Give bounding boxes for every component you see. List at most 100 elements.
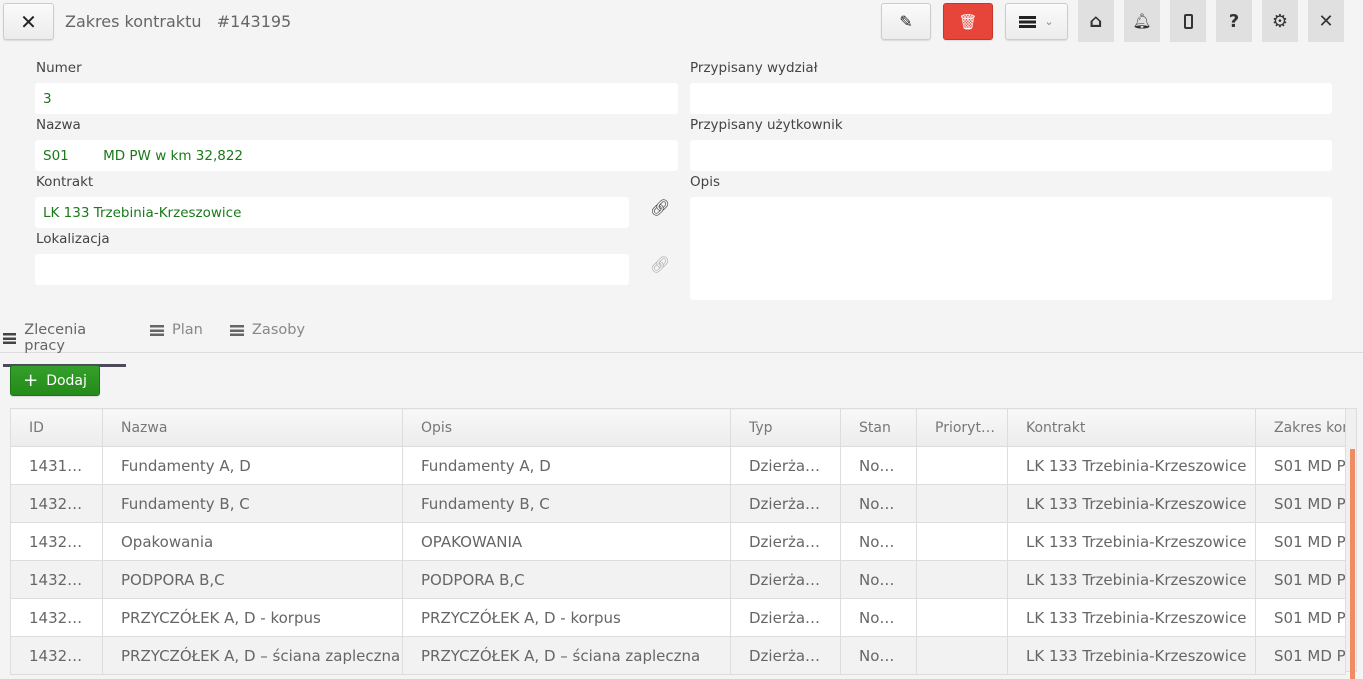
table-header-row: ID Nazwa Opis Typ Stan Prioryt… Kontrakt…	[10, 408, 1346, 447]
table-row[interactable]: 1432… Fundamenty B, C Fundamenty B, C Dzier…	[10, 484, 1346, 523]
lokalizacja-link-icon[interactable]: 🔗︎	[650, 255, 671, 274]
kontrakt-link-icon[interactable]: 🔗︎	[650, 198, 671, 217]
cell-priorytet	[916, 446, 1008, 485]
cell-opis: PRZYCZÓŁEK A, D - korpus	[402, 598, 731, 637]
notifications-button[interactable]: 🔔︎	[1124, 0, 1160, 42]
cell-id: 1432…	[10, 560, 103, 599]
cell-zakres: S01 MD P	[1255, 560, 1346, 599]
list-icon	[3, 332, 17, 344]
cell-priorytet	[916, 484, 1008, 523]
cell-zakres: S01 MD P	[1255, 598, 1346, 637]
cell-stan: No…	[840, 484, 917, 523]
cell-opis: OPAKOWANIA	[402, 522, 731, 561]
settings-button[interactable]: ⚙	[1262, 0, 1298, 42]
cell-nazwa: PRZYCZÓŁEK A, D – ściana zapleczna	[102, 636, 403, 675]
plus-icon: +	[23, 370, 39, 391]
cell-priorytet	[916, 598, 1008, 637]
cell-typ: Dzierża…	[730, 560, 841, 599]
mobile-button[interactable]	[1170, 0, 1206, 42]
column-header-kontrakt[interactable]: Kontrakt	[1007, 408, 1256, 447]
nazwa-label: Nazwa	[36, 117, 81, 133]
lokalizacja-field[interactable]	[35, 254, 629, 285]
nazwa-field[interactable]: S01 MD PW w km 32,822	[35, 140, 678, 171]
cell-stan: No…	[840, 598, 917, 637]
record-id: #143195	[216, 12, 292, 31]
opis-label: Opis	[690, 174, 720, 190]
column-header-nazwa[interactable]: Nazwa	[102, 408, 403, 447]
tab-zlecenia-pracy[interactable]: Zlecenia pracy	[3, 322, 126, 367]
close-icon: ✕	[20, 9, 37, 34]
cell-typ: Dzierża…	[730, 522, 841, 561]
table-row[interactable]: 1432… PODPORA B,C PODPORA B,C Dzierża… No… LK…	[10, 560, 1346, 599]
edit-button[interactable]: ✎	[881, 3, 931, 40]
cell-stan: No…	[840, 446, 917, 485]
cell-typ: Dzierża…	[730, 598, 841, 637]
cell-typ: Dzierża…	[730, 484, 841, 523]
numer-field[interactable]: 3	[35, 83, 678, 114]
column-header-id[interactable]: ID	[10, 408, 103, 447]
column-header-opis[interactable]: Opis	[402, 408, 731, 447]
lokalizacja-label: Lokalizacja	[36, 231, 110, 247]
cell-stan: No…	[840, 636, 917, 675]
cell-typ: Dzierża…	[730, 446, 841, 485]
kontrakt-field[interactable]: LK 133 Trzebinia-Krzeszowice	[35, 197, 629, 228]
cell-kontrakt: LK 133 Trzebinia-Krzeszowice	[1007, 598, 1256, 637]
home-button[interactable]: ⌂	[1078, 0, 1114, 42]
cell-priorytet	[916, 522, 1008, 561]
mobile-icon	[1183, 13, 1193, 29]
cell-opis: Fundamenty B, C	[402, 484, 731, 523]
cell-opis: PRZYCZÓŁEK A, D – ściana zapleczna	[402, 636, 731, 675]
column-header-stan[interactable]: Stan	[840, 408, 917, 447]
chevron-down-icon: ⌄	[1044, 15, 1054, 28]
kontrakt-label: Kontrakt	[36, 174, 94, 190]
close-button[interactable]: ✕	[1308, 0, 1344, 42]
cell-zakres: S01 MD P	[1255, 484, 1346, 523]
delete-button[interactable]: 🗑	[943, 3, 993, 40]
hamburger-icon	[1019, 15, 1037, 28]
add-button[interactable]: + Dodaj	[10, 365, 100, 396]
opis-field[interactable]	[690, 197, 1332, 300]
column-header-priorytet[interactable]: Prioryt…	[916, 408, 1008, 447]
cell-zakres: S01 MD P	[1255, 636, 1346, 675]
cell-zakres: S01 MD P	[1255, 446, 1346, 485]
cell-nazwa: Fundamenty B, C	[102, 484, 403, 523]
cell-typ: Dzierża…	[730, 636, 841, 675]
table-row[interactable]: 1432… PRZYCZÓŁEK A, D – ściana zapleczna P…	[10, 636, 1346, 675]
page-title: Zakres kontraktu #143195	[65, 12, 292, 31]
table-row[interactable]: 1432… PRZYCZÓŁEK A, D - korpus PRZYCZÓŁEK …	[10, 598, 1346, 637]
numer-label: Numer	[36, 60, 82, 76]
cell-stan: No…	[840, 522, 917, 561]
close-form-button[interactable]: ✕	[3, 3, 54, 40]
work-orders-table: ID Nazwa Opis Typ Stan Prioryt… Kontrakt…	[10, 408, 1346, 675]
menu-dropdown-button[interactable]: ⌄	[1005, 3, 1068, 40]
table-row[interactable]: 1432… Opakowania OPAKOWANIA Dzierża… No… LK 1…	[10, 522, 1346, 561]
table-row[interactable]: 1431… Fundamenty A, D Fundamenty A, D Dzier…	[10, 446, 1346, 485]
cell-zakres: S01 MD P	[1255, 522, 1346, 561]
cell-nazwa: PODPORA B,C	[102, 560, 403, 599]
uzytkownik-field[interactable]	[690, 140, 1332, 171]
list-icon	[230, 324, 244, 336]
question-icon: ?	[1228, 10, 1240, 32]
help-button[interactable]: ?	[1216, 0, 1252, 42]
scrollbar-track[interactable]	[1345, 408, 1357, 679]
scrollbar-thumb[interactable]	[1350, 449, 1355, 679]
uzytkownik-label: Przypisany użytkownik	[690, 117, 843, 133]
trash-icon: 🗑	[958, 12, 978, 31]
cell-stan: No…	[840, 560, 917, 599]
cell-id: 1432…	[10, 522, 103, 561]
tab-plan[interactable]: Plan	[150, 322, 203, 338]
wydzial-field[interactable]	[690, 83, 1332, 114]
tab-zasoby[interactable]: Zasoby	[230, 322, 305, 338]
cell-id: 1431…	[10, 446, 103, 485]
home-icon: ⌂	[1089, 10, 1103, 32]
close-icon: ✕	[1318, 10, 1334, 32]
list-icon	[150, 324, 164, 336]
cell-kontrakt: LK 133 Trzebinia-Krzeszowice	[1007, 484, 1256, 523]
cell-nazwa: Fundamenty A, D	[102, 446, 403, 485]
cell-opis: PODPORA B,C	[402, 560, 731, 599]
column-header-zakres[interactable]: Zakres kon	[1255, 408, 1346, 447]
cell-nazwa: PRZYCZÓŁEK A, D - korpus	[102, 598, 403, 637]
cell-kontrakt: LK 133 Trzebinia-Krzeszowice	[1007, 560, 1256, 599]
column-header-typ[interactable]: Typ	[730, 408, 841, 447]
cell-opis: Fundamenty A, D	[402, 446, 731, 485]
